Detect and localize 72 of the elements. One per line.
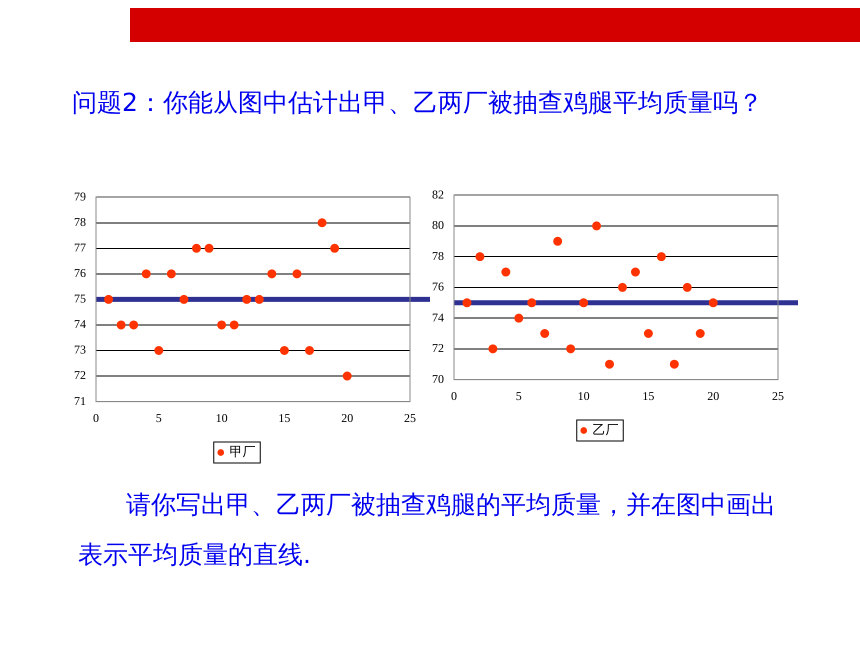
y-tick-label: 72 (74, 368, 86, 382)
point (670, 360, 679, 369)
point (305, 346, 314, 355)
y-tick-label: 78 (74, 214, 86, 229)
point (230, 320, 239, 330)
y-tick-label: 74 (74, 317, 86, 332)
legend-label: 甲厂 (229, 444, 256, 460)
x-tick-label: 15 (278, 410, 290, 425)
point (129, 320, 138, 330)
point (104, 294, 114, 304)
point (462, 298, 472, 308)
point (475, 252, 484, 262)
point (488, 344, 498, 354)
point (154, 346, 164, 355)
point (192, 244, 201, 253)
point (605, 360, 614, 369)
point (318, 218, 327, 228)
point (566, 344, 576, 354)
y-tick-label: 71 (74, 394, 86, 408)
point (217, 320, 226, 330)
point (292, 269, 302, 278)
point (553, 236, 562, 246)
point (330, 244, 340, 253)
x-tick-label: 10 (578, 388, 590, 403)
point (166, 269, 176, 278)
x-tick-label: 5 (516, 388, 522, 403)
y-tick-label: 76 (74, 266, 86, 280)
point (242, 294, 252, 304)
chart-title: 问题2：你能从图中估计出甲、乙两厂被抽查鸡腿平均质量吗？ (72, 87, 764, 119)
x-tick-label: 25 (772, 388, 784, 403)
point (116, 320, 126, 330)
y-tick-label: 72 (432, 341, 444, 356)
point (527, 298, 536, 308)
point (592, 221, 602, 230)
point (656, 252, 666, 262)
x-tick-label: 25 (404, 410, 416, 425)
y-tick-label: 74 (432, 310, 444, 324)
text: 请你写出甲、乙两厂被抽查鸡腿的平均质量，并在图中画出表示平均质量的直线. (78, 489, 777, 571)
point (342, 372, 352, 381)
x-tick-label: 0 (93, 410, 99, 425)
y-tick-label: 75 (74, 292, 86, 306)
y-tick-label: 70 (432, 372, 444, 386)
point (696, 329, 705, 338)
point (708, 298, 718, 308)
point (142, 269, 151, 278)
point (618, 282, 627, 292)
point (280, 346, 289, 355)
point (644, 329, 653, 338)
x-tick-label: 20 (707, 388, 720, 403)
y-tick-label: 78 (432, 248, 444, 263)
y-tick-label: 80 (432, 218, 444, 232)
point (540, 329, 550, 338)
y-tick-label: 82 (432, 187, 444, 202)
point (682, 282, 692, 292)
y-tick-label: 76 (432, 280, 444, 294)
x-tick-label: 5 (156, 410, 162, 425)
x-tick-label: 15 (642, 388, 654, 403)
point (501, 268, 510, 277)
y-tick-label: 79 (74, 189, 86, 204)
point (204, 244, 214, 253)
point (254, 294, 264, 304)
point (514, 314, 524, 323)
y-tick-label: 73 (74, 342, 86, 357)
point (579, 298, 588, 308)
x-tick-label: 20 (341, 410, 354, 425)
legend-label: 乙厂 (592, 422, 618, 438)
y-tick-label: 77 (74, 240, 86, 254)
x-tick-label: 0 (451, 388, 457, 403)
point (630, 268, 640, 277)
x-tick-label: 10 (216, 410, 228, 425)
point (267, 269, 276, 278)
point (179, 294, 188, 304)
